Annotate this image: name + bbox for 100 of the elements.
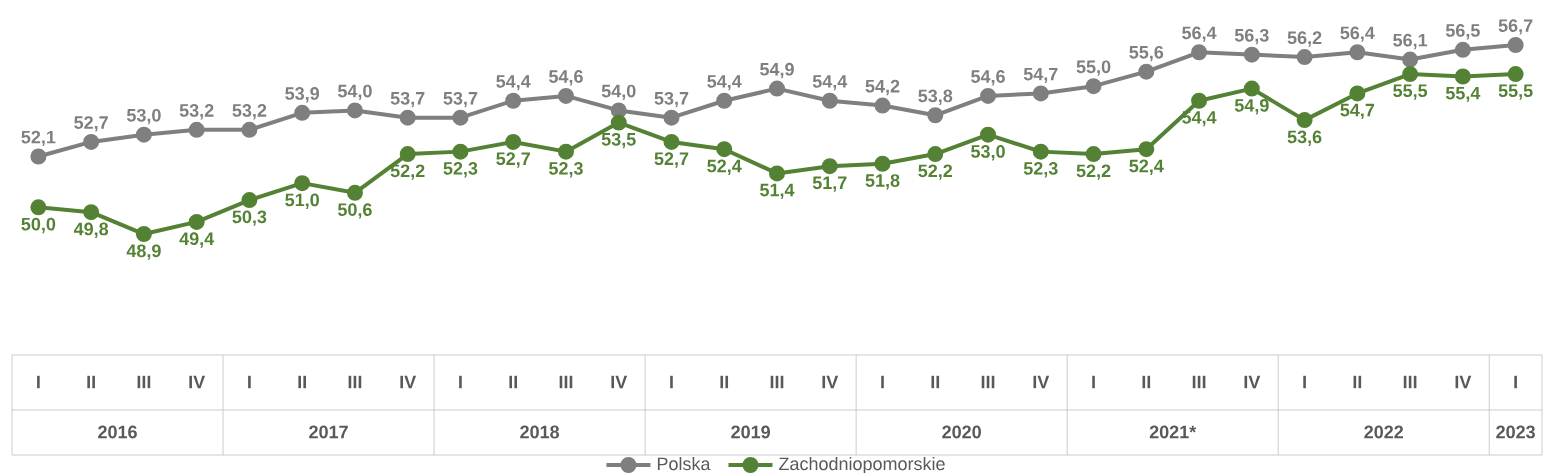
x-tick-label: II — [1142, 375, 1151, 389]
data-label: 54,9 — [760, 62, 794, 79]
point — [1296, 49, 1313, 66]
x-tick-label: II — [87, 375, 95, 389]
data-label: 55,4 — [1445, 86, 1481, 103]
data-label: 54,0 — [601, 84, 636, 101]
point — [188, 213, 205, 230]
x-tick-label: I — [1092, 375, 1095, 389]
x-tick-label: IV — [611, 375, 628, 389]
point — [821, 158, 838, 175]
point — [769, 165, 786, 182]
x-tick-label: IV — [1455, 375, 1472, 389]
point — [1402, 51, 1419, 68]
point — [399, 109, 416, 126]
data-label: 52,7 — [654, 152, 689, 168]
point — [1085, 146, 1102, 163]
data-label: 54,6 — [971, 70, 1005, 86]
point — [663, 109, 680, 126]
data-label: 50,3 — [232, 210, 267, 226]
point — [927, 146, 944, 163]
point — [346, 184, 363, 201]
data-label: 55,0 — [1076, 60, 1111, 76]
data-label: 53,6 — [1287, 130, 1322, 146]
data-label: 53,2 — [179, 104, 214, 120]
data-label: 54,9 — [1234, 99, 1269, 115]
data-label: 52,4 — [1129, 159, 1164, 175]
x-tick-label: II — [720, 375, 729, 389]
data-label: 51,7 — [812, 176, 847, 192]
x-tick-label: IV — [1244, 375, 1261, 389]
point — [1138, 63, 1155, 80]
data-label: 52,7 — [74, 116, 108, 132]
data-label: 55,5 — [1393, 84, 1428, 100]
point — [1243, 46, 1260, 63]
point — [294, 104, 311, 121]
point — [1085, 78, 1102, 95]
point — [294, 175, 311, 192]
point — [505, 133, 522, 150]
data-label: 56,4 — [1340, 26, 1375, 42]
x-tick-label: III — [348, 375, 362, 389]
data-label: 49,8 — [73, 222, 109, 238]
data-label: 53,7 — [654, 91, 689, 108]
data-label: 49,4 — [179, 232, 215, 248]
text: 2019 — [731, 425, 770, 439]
x-tick-label: I — [881, 375, 884, 389]
x-tick-label: III — [770, 375, 784, 389]
point — [663, 133, 680, 150]
legend-label: Zachodniopomorskie — [779, 456, 945, 473]
data-label: 50,0 — [21, 217, 56, 234]
x-tick-label: I — [1514, 375, 1517, 389]
data-label: 52,2 — [918, 164, 953, 180]
x-tick-label: I — [37, 375, 40, 389]
x-tick-label: III — [981, 375, 995, 389]
x-tick-label: I — [248, 375, 251, 389]
data-label: 54,4 — [812, 75, 848, 91]
text: 2017 — [309, 425, 348, 439]
data-label: 52,1 — [21, 130, 56, 147]
point — [980, 87, 997, 104]
data-label: 52,2 — [390, 164, 425, 180]
data-label: 53,0 — [126, 108, 161, 125]
point — [980, 126, 997, 143]
x-tick-label: II — [298, 375, 306, 389]
point — [346, 102, 363, 119]
point — [1454, 68, 1471, 85]
x-tick-label: III — [1192, 375, 1206, 389]
x-tick-label: II — [1353, 375, 1362, 389]
point — [1032, 143, 1049, 160]
data-label: 56,7 — [1498, 19, 1533, 35]
point — [769, 80, 786, 97]
point — [874, 155, 891, 172]
point — [716, 92, 733, 109]
data-label: 53,8 — [918, 89, 953, 105]
point — [188, 121, 205, 138]
text: 2023 — [1496, 425, 1535, 439]
data-label: 54,6 — [549, 70, 583, 86]
point — [1349, 85, 1366, 102]
data-label: 56,2 — [1287, 31, 1322, 47]
point — [30, 148, 47, 165]
data-label: 53,5 — [601, 132, 636, 149]
point — [716, 141, 733, 158]
data-label: 52,3 — [443, 162, 478, 178]
x-tick-label: III — [1403, 375, 1417, 389]
x-tick-label: II — [931, 375, 940, 389]
data-label: 51,8 — [865, 174, 900, 190]
x-tick-label: I — [1303, 375, 1306, 389]
x-tick-label: III — [559, 375, 573, 389]
point — [135, 126, 152, 143]
data-label: 52,4 — [707, 159, 742, 175]
point — [241, 121, 258, 138]
text: 2022 — [1364, 425, 1404, 439]
text: 2018 — [520, 425, 560, 439]
data-label: 54,0 — [337, 84, 372, 101]
point — [30, 199, 47, 216]
point — [1138, 141, 1155, 158]
data-label: 50,6 — [337, 203, 372, 219]
data-label: 55,5 — [1498, 84, 1533, 100]
x-tick-label: IV — [400, 375, 417, 389]
point — [1507, 37, 1524, 53]
data-label: 56,3 — [1234, 28, 1269, 45]
data-label: 53,0 — [971, 145, 1005, 161]
x-tick-label: IV — [822, 375, 839, 389]
